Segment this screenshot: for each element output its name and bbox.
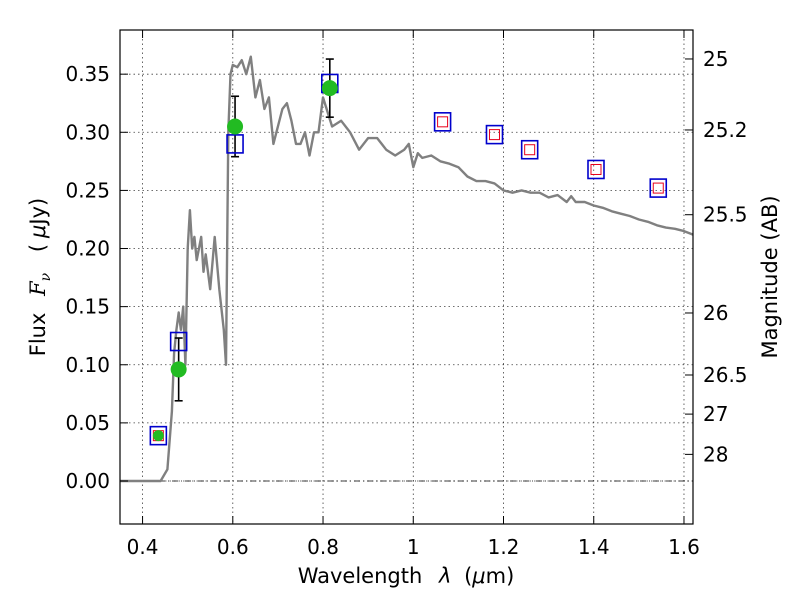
x-tick-label: 1.4 xyxy=(578,535,610,559)
observed-circle-marker xyxy=(152,430,164,442)
x-tick-label: 1.2 xyxy=(488,535,520,559)
photometry-square-marker xyxy=(433,112,452,132)
y-axis-label-subscript: ν xyxy=(38,272,54,281)
x-axis-label-text: Wavelength xyxy=(298,564,423,588)
y-tick-label: 0.20 xyxy=(65,237,110,261)
y-tick-label: 0.25 xyxy=(65,178,110,202)
y-axis-label: Flux Fν ( μJy) xyxy=(26,198,55,357)
axis-layer: 0.4 0.6 0.8 1 1.2 1.4 1.6 0.00 0.05 0.10 0.15 0.20 0… xyxy=(65,30,748,559)
y2-axis-label: Magnitude (AB) xyxy=(758,195,782,358)
synthetic-square-marker xyxy=(590,163,602,175)
y2-tick-label: 26 xyxy=(703,301,728,325)
synthetic-square-marker xyxy=(437,116,449,128)
y-tick-label: 0.10 xyxy=(65,353,110,377)
plot-frame xyxy=(119,29,694,525)
observed-circle-marker xyxy=(227,118,244,135)
y-axis-label-unit-open: ( xyxy=(26,244,50,252)
photometry-square-marker xyxy=(485,124,504,145)
series-layer xyxy=(120,55,694,483)
y2-tick-label: 25.5 xyxy=(703,203,748,227)
x-axis-label-unit-open: ( xyxy=(464,564,472,588)
x-axis-label-unit-mu: μ xyxy=(471,564,485,588)
x-tick-label: 1.6 xyxy=(668,535,700,559)
y2-tick-label: 26.5 xyxy=(703,363,748,387)
x-tick-label: 1 xyxy=(407,535,420,559)
observed-circle-marker xyxy=(170,361,187,378)
y-tick-label: 0.15 xyxy=(65,295,110,319)
photometry-square-marker xyxy=(169,331,188,352)
y-axis-label-unit-mu: μ xyxy=(26,225,50,239)
y2-tick-label: 27 xyxy=(703,402,728,426)
y-tick-label: 0.30 xyxy=(65,120,110,144)
x-axis-label-unit-rest: m) xyxy=(486,564,515,588)
y-tick-label: 0.00 xyxy=(65,469,110,493)
x-tick-label: 0.6 xyxy=(217,535,249,559)
y2-tick-label: 25.2 xyxy=(703,118,748,142)
y-tick-label: 0.35 xyxy=(65,62,110,86)
grid-layer xyxy=(120,30,693,524)
y-axis-label-text: Flux xyxy=(26,313,50,357)
photometry-square-marker xyxy=(520,139,539,160)
synthetic-square-marker xyxy=(652,182,664,194)
y-axis-label-unit-rest: Jy) xyxy=(26,198,50,227)
y-tick-label: 0.05 xyxy=(65,411,110,435)
photometry-square-marker xyxy=(149,425,168,446)
photometry-square-marker xyxy=(226,134,244,154)
y2-tick-label: 25 xyxy=(703,47,728,71)
synthetic-square-marker xyxy=(488,129,500,141)
photometry-square-marker xyxy=(649,178,668,198)
x-tick-label: 0.4 xyxy=(127,535,159,559)
x-axis-label-symbol: λ xyxy=(438,564,451,588)
photometry-square-marker xyxy=(587,159,605,180)
x-tick-label: 0.8 xyxy=(307,535,339,559)
y2-tick-label: 28 xyxy=(703,442,728,466)
observed-circle-marker xyxy=(321,80,338,97)
x-axis-label: Wavelength λ (μm) xyxy=(298,564,515,588)
spectrum-line xyxy=(120,55,694,483)
synthetic-square-marker xyxy=(524,144,536,156)
y-axis-label-symbol: F xyxy=(26,280,50,297)
